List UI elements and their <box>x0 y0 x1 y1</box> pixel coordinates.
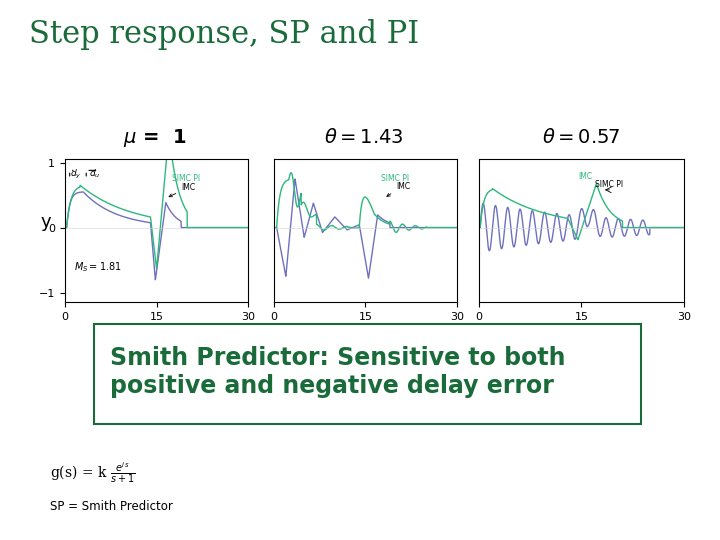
Text: $d_u$: $d_u$ <box>89 167 100 180</box>
X-axis label: time: time <box>568 328 595 341</box>
Text: IMC: IMC <box>169 183 195 197</box>
Text: SIMC PI: SIMC PI <box>595 180 624 189</box>
Text: $\theta = 1.43$: $\theta = 1.43$ <box>324 128 403 147</box>
Text: $M_S = 1.81$: $M_S = 1.81$ <box>74 260 122 274</box>
Text: IMC: IMC <box>578 172 592 181</box>
Y-axis label: y: y <box>40 213 51 231</box>
Text: Step response, SP and PI: Step response, SP and PI <box>29 19 419 50</box>
Text: $d_y$: $d_y$ <box>71 167 82 181</box>
Text: SP = Smith Predictor: SP = Smith Predictor <box>50 500 174 514</box>
Text: $\mu$ =  1: $\mu$ = 1 <box>123 127 186 149</box>
Text: $\theta = 0.57$: $\theta = 0.57$ <box>542 128 620 147</box>
X-axis label: time: time <box>143 328 170 341</box>
Text: IMC: IMC <box>387 181 410 197</box>
Text: SIMC PI: SIMC PI <box>381 174 409 183</box>
Text: Smith Predictor: Sensitive to both
positive and negative delay error: Smith Predictor: Sensitive to both posit… <box>110 346 565 398</box>
Text: SIMC PI: SIMC PI <box>172 174 200 183</box>
X-axis label: time: time <box>352 328 379 341</box>
Text: g(s) = k $\frac{e^{i\,s}}{s+1}$: g(s) = k $\frac{e^{i\,s}}{s+1}$ <box>50 460 135 484</box>
